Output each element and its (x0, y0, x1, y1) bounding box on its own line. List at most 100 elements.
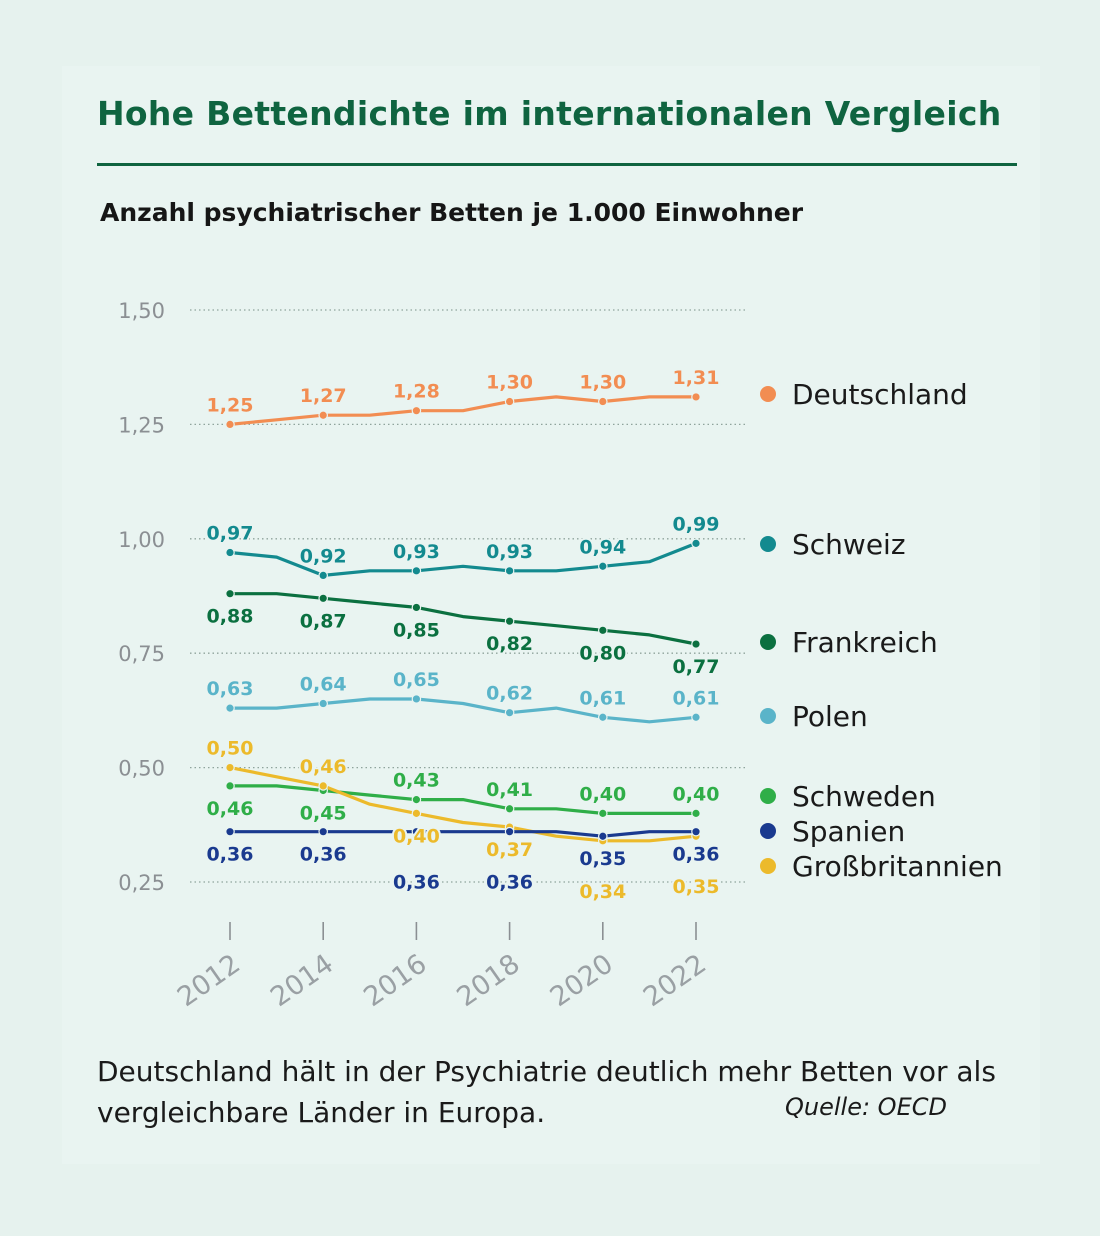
y-tick-label: 1,50 (118, 299, 165, 323)
data-label: 0,36 (673, 844, 720, 866)
x-tick-label: 2014 (265, 948, 339, 1013)
x-axis-ticks: 2012 2014 2016 2018 2020 2022 (172, 922, 712, 1013)
data-point (597, 625, 608, 636)
series-line (228, 830, 698, 838)
data-point (318, 593, 328, 604)
title-divider (97, 163, 1017, 166)
legend-label: Frankreich (792, 626, 938, 659)
y-tick-label: 0,50 (118, 757, 165, 781)
data-point (504, 566, 515, 576)
data-label: 1,31 (673, 367, 720, 389)
legend-label: Deutschland (792, 378, 968, 411)
series-points (225, 392, 701, 846)
data-point (691, 826, 701, 837)
data-label: 0,65 (393, 669, 440, 691)
data-point (225, 547, 235, 558)
data-point (504, 707, 515, 718)
data-point (597, 561, 608, 572)
series-line (228, 592, 698, 646)
data-label: 0,46 (207, 798, 254, 820)
legend-marker (760, 536, 776, 552)
data-labels: 0,46 0,45 0,43 0,41 0,40 0,40 0,50 0,46 0,40 0,37… (205, 365, 722, 905)
y-tick-label: 0,75 (118, 642, 165, 666)
x-tick-label: 2022 (638, 948, 712, 1013)
caption-text: Deutschland hält in der Psychiatrie deut… (97, 1055, 996, 1129)
data-label: 0,40 (673, 783, 720, 805)
legend: Deutschland Schweiz Frankreich Polen Schwede… (760, 378, 1003, 883)
series-lines (228, 395, 698, 843)
data-label: 0,77 (673, 656, 720, 678)
x-tick-label: 2018 (452, 948, 526, 1013)
data-label: 0,43 (393, 770, 440, 792)
data-point (318, 570, 328, 581)
data-label: 0,36 (300, 844, 347, 866)
series-line (228, 784, 698, 815)
data-label: 0,37 (486, 839, 533, 861)
chart-card (62, 66, 1040, 1164)
data-label: 0,99 (673, 513, 720, 535)
data-point (504, 616, 515, 626)
series-line (228, 766, 698, 843)
data-label: 1,27 (300, 385, 347, 407)
data-point (691, 538, 701, 549)
data-label: 0,88 (207, 606, 254, 628)
chart-subtitle: Anzahl psychiatrischer Betten je 1.000 E… (100, 198, 804, 227)
data-label: 0,61 (673, 687, 720, 709)
data-label: 1,30 (486, 372, 533, 394)
y-axis-ticks: 0,25 0,50 0,75 1,00 1,25 1,50 (118, 299, 165, 895)
data-point (225, 703, 235, 713)
legend-label: Schweden (792, 780, 936, 813)
data-point (318, 698, 328, 709)
data-point (691, 639, 701, 649)
data-label: 0,36 (393, 872, 440, 894)
data-label: 0,61 (579, 687, 626, 709)
data-label: 0,64 (300, 674, 347, 696)
data-label: 0,35 (673, 876, 720, 898)
y-tick-label: 0,25 (118, 871, 165, 895)
data-label: 0,35 (579, 848, 626, 870)
data-point (411, 602, 422, 613)
chart-title: Hohe Bettendichte im internationalen Ver… (97, 94, 1002, 133)
data-label: 0,46 (300, 756, 347, 778)
series-line (228, 697, 698, 724)
data-point (504, 396, 515, 407)
data-label: 0,93 (486, 541, 533, 563)
data-point (318, 826, 328, 837)
data-label: 1,30 (579, 372, 626, 394)
legend-label: Polen (792, 700, 868, 733)
legend-marker (760, 634, 776, 650)
data-point (225, 419, 235, 430)
data-label: 0,36 (207, 844, 254, 866)
data-label: 0,34 (579, 881, 626, 903)
series-line (228, 541, 698, 577)
data-point (411, 826, 422, 837)
data-label: 1,28 (393, 381, 440, 403)
legend-marker (760, 823, 776, 839)
series-line (228, 395, 698, 426)
legend-marker (760, 858, 776, 874)
data-label: 0,63 (207, 678, 254, 700)
data-point (318, 410, 328, 421)
data-point (504, 803, 515, 814)
data-label: 0,97 (207, 523, 254, 545)
data-label: 1,25 (207, 394, 254, 416)
legend-marker (760, 708, 776, 724)
data-point (691, 808, 701, 819)
data-label: 0,41 (486, 779, 533, 801)
data-point (504, 826, 515, 837)
data-point (225, 781, 235, 791)
data-label: 0,40 (393, 825, 440, 847)
x-tick-label: 2016 (358, 948, 432, 1013)
data-label: 0,36 (486, 872, 533, 894)
data-label: 0,87 (300, 610, 347, 632)
data-label: 0,93 (393, 541, 440, 563)
data-point (411, 794, 422, 805)
data-point (411, 405, 422, 416)
legend-label: Spanien (792, 815, 905, 848)
x-tick-label: 2012 (172, 948, 246, 1013)
legend-label: Schweiz (792, 528, 906, 561)
data-point (411, 566, 422, 576)
data-point (225, 588, 235, 599)
data-label: 0,45 (300, 802, 347, 824)
